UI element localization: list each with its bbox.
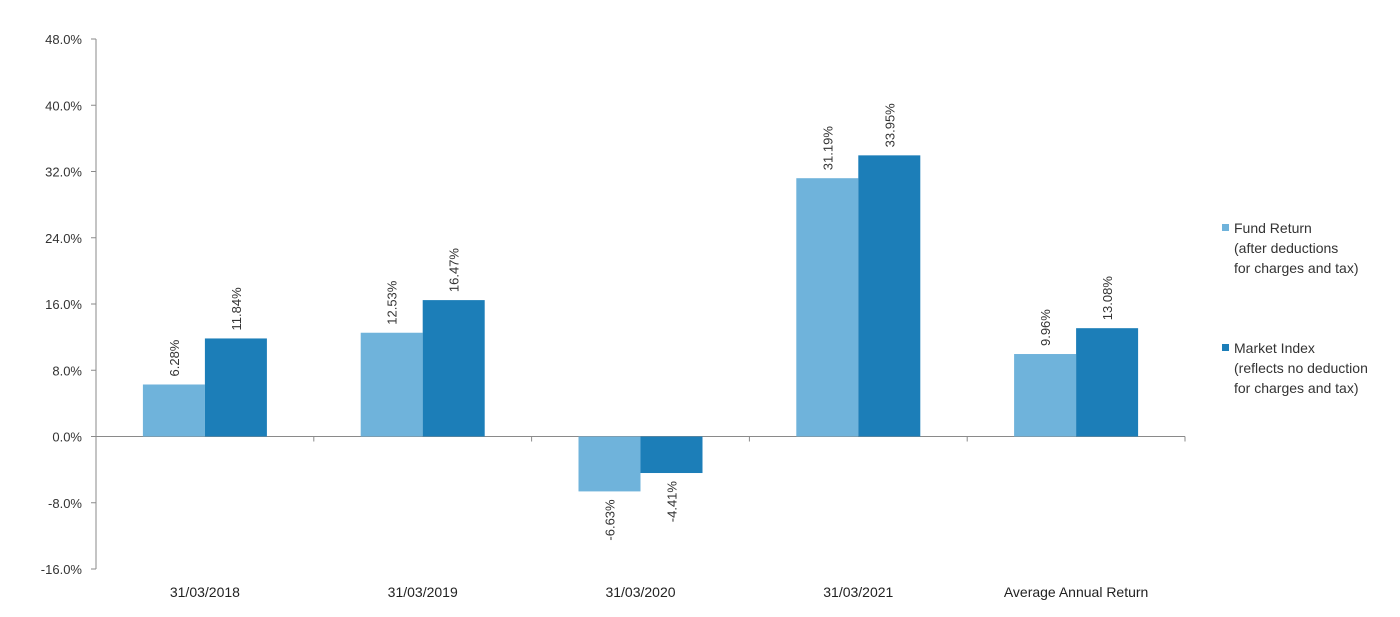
legend-line: for charges and tax): [1234, 260, 1359, 276]
market-index-bar: [858, 155, 921, 437]
legend-label-market-index: Market Index (reflects no deduction for …: [1234, 338, 1394, 398]
y-tick-label: -16.0%: [41, 562, 83, 577]
data-label: 11.84%: [229, 287, 244, 331]
fund-return-bar: [796, 178, 859, 437]
legend-line: for charges and tax): [1234, 380, 1359, 396]
data-label: 13.08%: [1100, 276, 1115, 321]
x-category-label: Average Annual Return: [1004, 584, 1149, 600]
fund-return-bar: [360, 332, 423, 437]
data-label: -6.63%: [603, 499, 618, 541]
bars: [142, 155, 1139, 492]
legend-line: (after deductions: [1234, 240, 1339, 256]
data-label: 12.53%: [385, 280, 400, 325]
y-tick-label: 40.0%: [45, 98, 82, 113]
x-category-label: 31/03/2019: [388, 584, 458, 600]
market-index-bar: [422, 300, 485, 437]
fund-return-bar: [578, 436, 641, 492]
legend-line: Fund Return: [1234, 220, 1312, 236]
market-index-bar: [640, 436, 703, 474]
data-label: 6.28%: [167, 339, 182, 376]
legend-line: (reflects no deduction: [1234, 360, 1368, 376]
x-category-label: 31/03/2021: [823, 584, 893, 600]
legend-swatch-market-index: [1222, 344, 1229, 351]
x-axis: 31/03/2018 31/03/2019 31/03/2020 31/03/2021…: [95, 436, 1186, 600]
fund-return-bar: [1014, 354, 1077, 437]
y-tick-label: 0.0%: [52, 430, 82, 445]
legend-label-fund-return: Fund Return (after deductions for charge…: [1234, 218, 1394, 278]
y-tick-label: 24.0%: [45, 231, 82, 246]
y-tick-label: 16.0%: [45, 297, 82, 312]
fund-return-bar: [142, 384, 205, 437]
x-category-label: 31/03/2020: [605, 584, 675, 600]
y-axis: 48.0% 40.0% 32.0% 24.0% 16.0% 8.0% 0.0% -8.0% -1…: [41, 32, 97, 577]
y-tick-label: -8.0%: [48, 496, 82, 511]
data-label: 33.95%: [882, 103, 897, 148]
data-label: 31.19%: [820, 126, 835, 171]
y-tick-label: 32.0%: [45, 165, 82, 180]
x-category-label: 31/03/2018: [170, 584, 240, 600]
y-tick-label: 48.0%: [45, 32, 82, 47]
data-label: 9.96%: [1038, 309, 1053, 346]
data-label: -4.41%: [665, 481, 680, 523]
legend-swatch-fund-return: [1222, 224, 1229, 231]
market-index-bar: [1076, 328, 1139, 437]
y-tick-label: 8.0%: [52, 363, 82, 378]
market-index-bar: [204, 338, 267, 437]
legend-line: Market Index: [1234, 340, 1315, 356]
data-label: 16.47%: [447, 248, 462, 293]
data-labels: 6.28% 12.53% -6.63% 31.19% 9.96% 11.84% 16.47%…: [167, 103, 1115, 541]
